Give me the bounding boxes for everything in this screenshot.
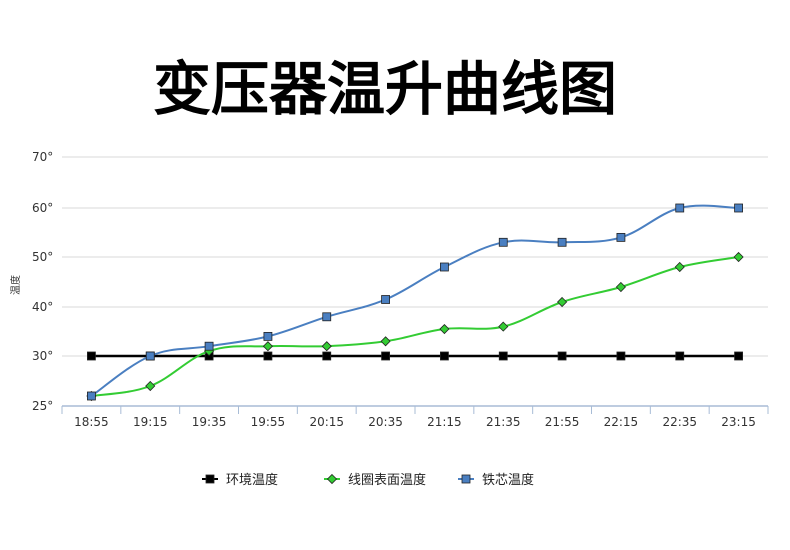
series [86,203,744,402]
legend: 环境温度 线圈表面温度 铁芯温度 [202,472,534,488]
data-point [322,312,332,322]
x-tick-label: 21:55 [545,415,580,429]
y-tick-label: 40° [32,300,53,314]
data-point [674,261,685,273]
data-point [557,351,567,361]
y-tick-label: 50° [32,250,53,264]
data-point [616,351,626,361]
legend-marker [461,474,471,484]
x-tick-label: 20:15 [309,415,344,429]
data-point [381,351,390,361]
data-point [262,341,273,352]
data-point [381,295,390,304]
data-point [263,351,273,361]
data-point [440,351,449,361]
data-point [733,251,744,263]
data-point [498,237,508,247]
data-point [557,296,568,308]
series-line [90,204,739,397]
data-point [204,341,214,351]
data-point [675,351,685,361]
data-point [87,391,96,401]
data-point [557,237,567,247]
data-point [498,321,509,332]
data-point [616,232,626,242]
x-tick-label: 19:15 [133,415,168,429]
data-point [322,351,332,361]
legend-label: 环境温度 [226,472,278,488]
series-2 [86,251,744,402]
x-tick-label: 20:35 [368,415,403,429]
data-point [380,336,391,347]
y-tick-label: 70° [32,150,53,164]
y-tick-label: 25° [32,399,53,413]
x-tick-label: 19:35 [192,415,227,429]
series-3 [87,203,743,401]
legend-label: 线圈表面温度 [348,472,426,488]
x-tick-labels: 18:55 19:15 19:35 19:55 20:15 20:35 21:15 21:35… [74,415,756,429]
data-point [675,203,685,213]
legend-item[interactable]: 铁芯温度 [458,472,534,488]
data-point [439,323,450,335]
legend-marker [326,473,338,485]
x-tick-label: 21:15 [427,415,462,429]
y-axis-label: 温度 [9,275,22,295]
data-point [87,351,96,361]
data-point [263,331,273,341]
x-tick-label: 21:35 [486,415,521,429]
data-point [734,351,743,361]
y-tick-label: 60° [32,201,53,215]
data-point [321,341,332,352]
legend-marker [205,474,215,484]
y-tick-label: 30° [32,349,53,363]
x-tick-label: 22:15 [604,415,639,429]
data-point [498,351,508,361]
x-tick-label: 22:35 [662,415,697,429]
data-point [734,203,743,213]
chart-title: 变压器温升曲线图 [152,55,617,123]
series-1 [87,351,743,361]
series-line [91,256,739,397]
grid-lines [62,156,768,357]
axes [61,405,769,414]
data-point [145,351,155,361]
data-point [615,281,626,293]
data-point [440,262,449,272]
legend-item[interactable]: 环境温度 [202,472,278,488]
legend-item[interactable]: 线圈表面温度 [324,472,426,488]
x-tick-label: 19:55 [251,415,286,429]
x-tick-label: 18:55 [74,415,109,429]
legend-label: 铁芯温度 [482,472,534,488]
y-tick-labels: 25° 30° 40° 50° 60° 70° [32,150,53,413]
x-tick-label: 23:15 [721,415,756,429]
data-point [145,380,156,392]
